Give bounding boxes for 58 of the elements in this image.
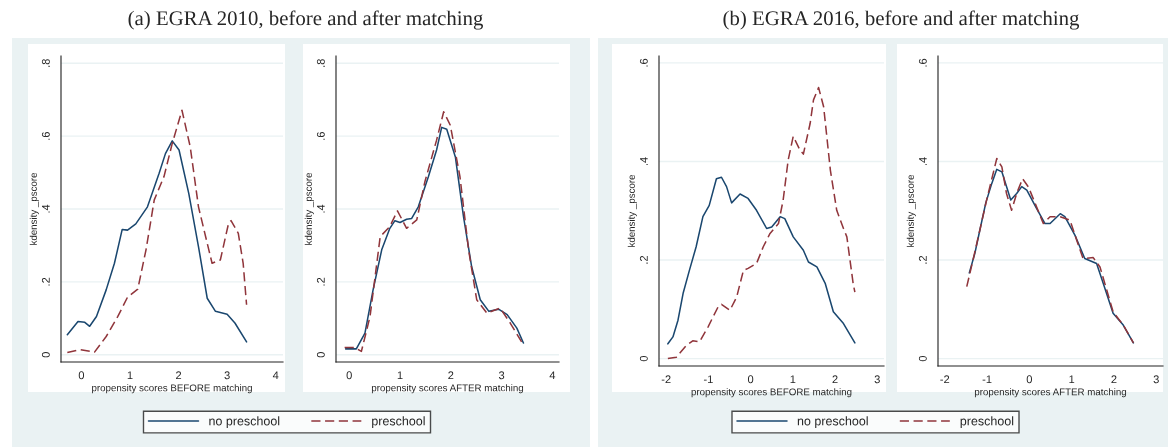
y-tick-label: .2 (639, 255, 648, 264)
x-tick-label: 0 (1026, 375, 1033, 384)
x-axis-title: propensity scores BEFORE matching (92, 384, 252, 394)
x-tick-label: 3 (224, 371, 230, 380)
y-tick-label: 0 (316, 352, 325, 358)
y-tick-label: 0 (918, 355, 927, 362)
x-tick-label: 2 (176, 371, 182, 380)
y-tick-label: .6 (316, 132, 325, 140)
y-tick-label: .2 (41, 277, 50, 286)
x-tick-label: -2 (940, 375, 950, 384)
legend-label: preschool (372, 416, 425, 428)
legend-label: no preschool (797, 416, 868, 428)
legend-label: no preschool (209, 416, 280, 428)
x-tick-label: 2 (1111, 375, 1117, 384)
chart-title: (a) EGRA 2010, before and after matching (128, 10, 483, 30)
y-axis-title: kdensity _pscore (627, 174, 637, 247)
line-series (667, 176, 856, 345)
y-tick-label: 0 (41, 352, 50, 358)
x-tick-label: 1 (1069, 375, 1075, 384)
chart-title: (b) EGRA 2016, before and after matching (723, 10, 1080, 30)
y-tick-label: .6 (918, 58, 927, 67)
y-tick-label: .2 (316, 277, 325, 286)
y-axis-title: kdensity _pscore (906, 174, 916, 247)
y-tick-label: .8 (316, 59, 325, 67)
x-axis-title: propensity scores BEFORE matching (691, 388, 852, 398)
x-tick-label: 0 (346, 371, 352, 380)
x-tick-label: 3 (498, 371, 505, 380)
x-tick-label: 2 (832, 375, 838, 384)
y-tick-label: .6 (639, 58, 648, 67)
x-tick-label: 1 (127, 371, 133, 380)
x-tick-label: 3 (1153, 375, 1159, 384)
x-tick-label: -1 (982, 375, 992, 384)
x-axis-title: propensity scores AFTER matching (371, 384, 524, 394)
y-tick-label: .4 (919, 157, 927, 166)
x-tick-label: 4 (549, 371, 556, 380)
x-tick-label: 0 (78, 371, 85, 380)
x-tick-label: 1 (397, 371, 403, 380)
y-tick-label: .2 (918, 255, 927, 264)
x-tick-label: 1 (790, 375, 796, 384)
y-axis-title: kdensity _pscore (29, 172, 39, 245)
y-tick-label: .6 (41, 132, 50, 140)
x-tick-label: -2 (661, 375, 671, 384)
y-tick-label: .4 (640, 157, 648, 166)
x-axis-title: propensity scores AFTER matching (974, 388, 1127, 398)
legend-label: preschool (960, 416, 1014, 428)
x-tick-label: 2 (448, 371, 454, 380)
y-tick-label: .8 (41, 59, 50, 67)
y-axis-title: kdensity _pscore (304, 172, 314, 245)
x-tick-label: 4 (272, 371, 279, 380)
x-tick-label: -1 (703, 375, 713, 384)
line-series (66, 140, 248, 343)
line-series (66, 109, 248, 354)
y-tick-label: .4 (42, 204, 50, 213)
line-series (667, 86, 856, 360)
x-tick-label: 0 (747, 375, 754, 384)
y-tick-label: .4 (317, 204, 325, 213)
y-tick-label: 0 (639, 355, 648, 362)
x-tick-label: 3 (874, 375, 880, 384)
